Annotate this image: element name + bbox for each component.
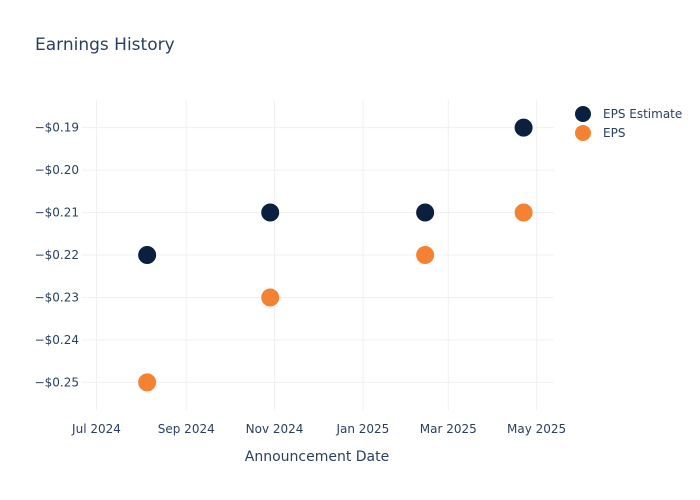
legend-item[interactable]: EPS xyxy=(575,125,625,141)
legend-label: EPS Estimate xyxy=(603,107,682,121)
y-tick-label: −$0.22 xyxy=(35,248,79,262)
data-point[interactable] xyxy=(137,245,158,265)
y-axis-ticks: −$0.19 −$0.20 −$0.21 −$0.22 −$0.23 −$0.24 −$0.… xyxy=(35,121,79,390)
data-point[interactable] xyxy=(513,202,534,223)
x-axis-title: Announcement Date xyxy=(245,449,389,465)
y-tick-label: −$0.20 xyxy=(35,163,79,177)
x-tick-label: Nov 2024 xyxy=(246,422,304,436)
series-0-points xyxy=(137,117,534,265)
legend-marker xyxy=(575,106,591,122)
x-tick-label: May 2025 xyxy=(507,422,566,436)
y-tick-label: −$0.19 xyxy=(35,121,79,135)
legend-label: EPS xyxy=(603,126,625,140)
y-tick-label: −$0.25 xyxy=(35,375,79,389)
data-point[interactable] xyxy=(513,117,534,138)
data-points xyxy=(137,117,534,393)
series-1-points xyxy=(137,202,534,393)
y-tick-label: −$0.23 xyxy=(35,290,79,304)
x-tick-label: Jul 2024 xyxy=(71,422,121,436)
data-point[interactable] xyxy=(137,372,158,393)
x-tick-label: Jan 2025 xyxy=(335,422,389,436)
chart-title: Earnings History xyxy=(35,35,175,55)
data-point[interactable] xyxy=(260,287,281,308)
y-tick-label: −$0.21 xyxy=(35,206,79,220)
data-point[interactable] xyxy=(415,245,436,265)
grid-lines xyxy=(82,100,554,410)
x-tick-label: Mar 2025 xyxy=(420,422,477,436)
legend-item[interactable]: EPS Estimate xyxy=(575,106,682,122)
y-tick-label: −$0.24 xyxy=(35,333,79,347)
x-axis-ticks: Jul 2024 Sep 2024 Nov 2024 Jan 2025 Mar 2025… xyxy=(71,422,566,436)
legend-marker xyxy=(575,125,591,141)
data-point[interactable] xyxy=(260,202,281,223)
x-tick-label: Sep 2024 xyxy=(158,422,215,436)
legend[interactable]: EPS Estimate EPS xyxy=(575,106,682,141)
data-point[interactable] xyxy=(415,202,436,223)
